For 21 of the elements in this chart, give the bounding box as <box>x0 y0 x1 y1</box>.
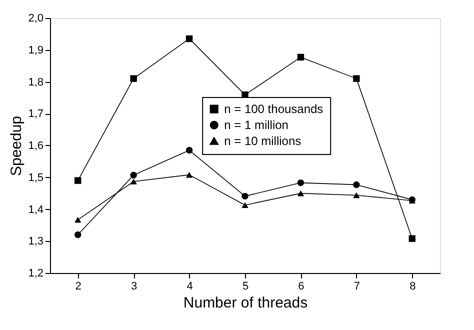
x-tick-label: 8 <box>410 280 416 292</box>
y-tick-label: 1,8 <box>28 76 44 88</box>
x-tick-label: 3 <box>131 280 138 292</box>
y-tick-label: 1,3 <box>28 236 44 248</box>
y-tick-label: 1,6 <box>28 140 44 152</box>
x-axis-title: Number of threads <box>183 294 308 312</box>
y-tick-label: 1,2 <box>28 268 44 280</box>
x-tick-label: 2 <box>75 280 82 292</box>
y-tick-label: 1,4 <box>28 204 44 216</box>
y-axis-title: Speedup <box>8 116 26 176</box>
y-tick-label: 1,9 <box>28 44 44 56</box>
x-tick-label: 6 <box>298 280 304 292</box>
legend-label: n = 10 millions <box>224 134 302 148</box>
y-tick-label: 1,5 <box>28 172 44 184</box>
legend-label: n = 100 thousands <box>224 102 324 116</box>
y-tick-label: 2,0 <box>28 12 44 24</box>
x-tick-label: 7 <box>354 280 360 292</box>
y-tick-label: 1,7 <box>28 108 44 120</box>
legend-label: n = 1 million <box>224 118 288 132</box>
x-tick-label: 5 <box>242 280 249 292</box>
x-tick-label: 4 <box>186 280 193 292</box>
